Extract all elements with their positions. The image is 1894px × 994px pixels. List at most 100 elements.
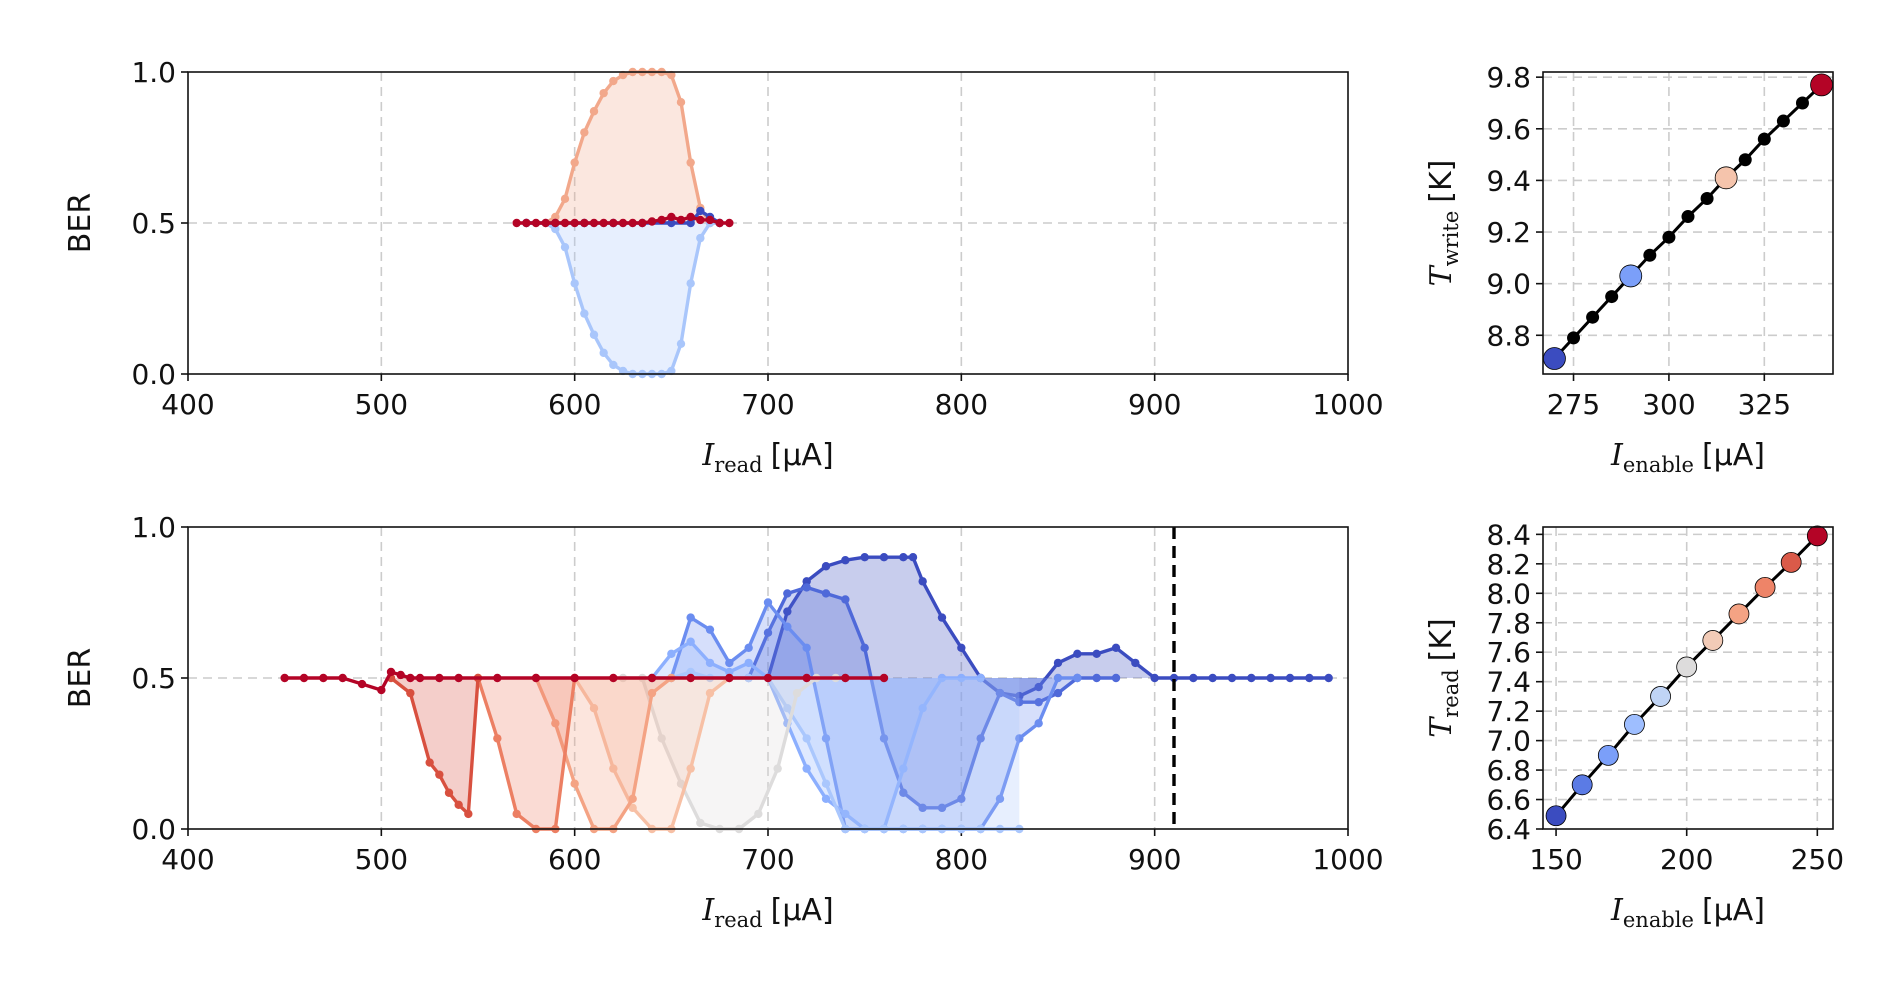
y-axis-label-main: T: [1424, 264, 1459, 286]
data-point: [589, 218, 599, 228]
data-point: [531, 218, 541, 228]
data-point: [522, 218, 531, 228]
data-point: [1034, 682, 1043, 692]
data-point: [589, 107, 599, 116]
data-point: [802, 577, 811, 586]
data-point: [841, 673, 850, 683]
data-point: [676, 779, 686, 788]
x-axis-label-unit: [µA]: [1702, 893, 1765, 928]
y-tick-label: 8.2: [1486, 548, 1531, 581]
x-tick-label: 275: [1547, 388, 1600, 421]
data-point: [425, 758, 434, 767]
data-point: [821, 589, 831, 598]
y-axis-label-main: T: [1424, 716, 1459, 738]
data-point: [647, 688, 657, 698]
data-point: [1624, 714, 1645, 735]
y-tick-label: 6.4: [1486, 813, 1531, 846]
x-axis-label-sub: read: [714, 908, 762, 932]
data-point: [667, 212, 676, 222]
data-point: [570, 279, 579, 288]
data-point: [1605, 290, 1619, 304]
data-point: [618, 366, 628, 376]
data-point: [841, 595, 850, 604]
data-point: [676, 339, 686, 348]
series-fill: [391, 678, 478, 814]
data-point: [551, 719, 560, 728]
data-point: [957, 673, 966, 683]
data-point: [715, 218, 724, 228]
data-point: [1702, 630, 1724, 651]
data-point: [1324, 673, 1333, 683]
data-point: [512, 809, 521, 819]
y-tick-label: 0.0: [131, 813, 176, 846]
x-tick-label: 800: [935, 843, 988, 876]
data-point: [918, 577, 927, 586]
data-point: [580, 128, 589, 137]
data-point: [1806, 525, 1828, 547]
data-point: [580, 309, 589, 318]
data-point: [1131, 658, 1140, 668]
data-point: [879, 553, 889, 562]
y-axis-label-unit: [K]: [1424, 160, 1459, 203]
data-point: [1266, 673, 1275, 683]
y-axis-label-unit: [K]: [1424, 618, 1459, 661]
data-point: [705, 215, 715, 225]
data-point: [454, 800, 463, 810]
x-tick-label: 700: [741, 388, 794, 421]
data-point: [676, 98, 686, 107]
data-point: [609, 764, 618, 773]
data-point: [686, 764, 695, 773]
series-fill: [478, 678, 575, 829]
data-point: [280, 673, 289, 683]
y-tick-label: 7.2: [1486, 695, 1531, 728]
data-point: [783, 622, 792, 631]
data-point: [667, 218, 676, 228]
data-point: [551, 218, 560, 228]
y-tick-label: 8.4: [1486, 518, 1531, 551]
plot-area-tread: [1545, 525, 1828, 827]
x-tick-label: 600: [548, 388, 601, 421]
data-point: [696, 215, 705, 225]
data-point: [879, 734, 889, 743]
data-point: [1053, 673, 1063, 683]
data-point: [860, 643, 869, 652]
series-fill: [574, 678, 730, 829]
series-line: [476, 677, 577, 831]
data-point: [744, 643, 753, 652]
series-line: [526, 70, 720, 225]
data-point: [589, 330, 599, 339]
series-fill: [652, 671, 1020, 829]
data-point: [1597, 744, 1619, 766]
data-point: [1092, 649, 1101, 659]
panel-twrite: 275 300 325 8.8 9.0 9.2 9.4 9.6 9.8 Ienable [µA] Tw…: [1424, 61, 1834, 477]
data-point: [995, 688, 1005, 698]
x-tick-label: 700: [741, 843, 794, 876]
axes-frame: [187, 526, 1349, 830]
series-line: [650, 640, 981, 831]
y-tick-label: 1.0: [131, 511, 176, 544]
data-point: [802, 764, 811, 773]
series-fill: [526, 72, 720, 223]
data-point: [1073, 649, 1082, 659]
data-point: [763, 628, 773, 637]
data-point: [570, 779, 579, 788]
y-tick-label: 8.8: [1486, 319, 1531, 352]
y-axis-label: BER: [63, 648, 98, 708]
x-tick-label: 400: [161, 388, 214, 421]
data-point: [628, 794, 637, 803]
data-point: [1053, 688, 1063, 698]
data-point: [628, 803, 637, 813]
x-axis-label-main: I: [1610, 893, 1624, 928]
data-point: [357, 679, 367, 689]
x-tick-label: 800: [935, 388, 988, 421]
data-point: [744, 658, 753, 668]
data-point: [763, 673, 773, 683]
data-point: [609, 76, 618, 86]
x-tick-label: 200: [1660, 843, 1713, 876]
data-point: [957, 643, 966, 652]
data-point: [338, 673, 347, 683]
x-tick-label: 300: [1642, 388, 1695, 421]
data-point: [667, 366, 676, 376]
axes-frame: [187, 71, 1349, 375]
data-point: [821, 794, 831, 803]
